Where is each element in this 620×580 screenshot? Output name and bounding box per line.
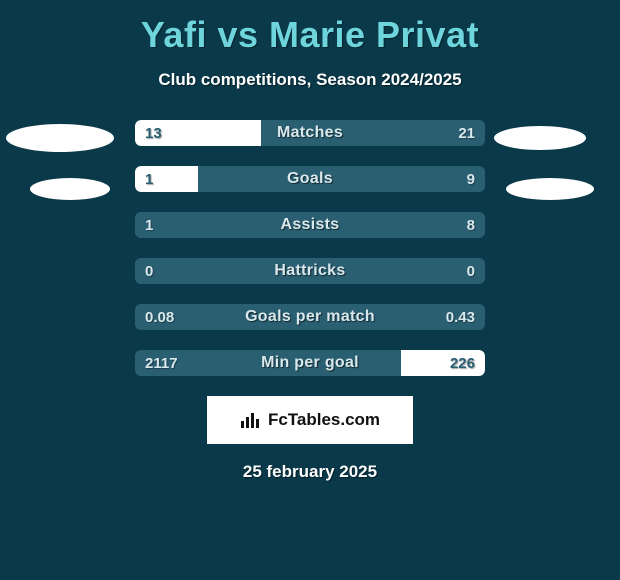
page-title: Yafi vs Marie Privat <box>0 0 620 56</box>
stat-value-left: 1 <box>145 171 153 188</box>
stat-value-right: 9 <box>467 171 475 188</box>
branding-text: FcTables.com <box>268 410 380 430</box>
stat-value-right: 8 <box>467 217 475 234</box>
stat-value-left: 0.08 <box>145 309 174 326</box>
stat-value-right: 21 <box>458 125 475 142</box>
decor-ellipse-left-1 <box>6 124 114 152</box>
stat-label: Assists <box>135 216 485 234</box>
stats-container: Matches1321Goals19Assists18Hattricks00Go… <box>135 120 485 376</box>
stat-row: Assists1 8 <box>135 212 485 238</box>
stat-label: Hattricks <box>135 262 485 280</box>
stat-value-left: 0 <box>145 263 153 280</box>
branding-badge: FcTables.com <box>207 396 413 444</box>
stat-label: Min per goal <box>135 354 485 372</box>
stat-value-left: 1 <box>145 217 153 234</box>
stat-row: Hattricks0 0 <box>135 258 485 284</box>
snapshot-date: 25 february 2025 <box>0 462 620 482</box>
stat-row: Goals per match0.08 0.43 <box>135 304 485 330</box>
stat-label: Matches <box>135 124 485 142</box>
decor-ellipse-right-2 <box>506 178 594 200</box>
decor-ellipse-left-2 <box>30 178 110 200</box>
decor-ellipse-right-1 <box>494 126 586 150</box>
stat-row: Matches13 21 <box>135 120 485 146</box>
stat-value-left: 2117 <box>145 355 178 372</box>
stat-value-left: 13 <box>145 125 162 142</box>
chart-icon <box>240 411 262 429</box>
stat-row: Goals1 9 <box>135 166 485 192</box>
stat-label: Goals <box>135 170 485 188</box>
stat-value-right: 0 <box>467 263 475 280</box>
stat-label: Goals per match <box>135 308 485 326</box>
stat-row: Min per goal2117 226 <box>135 350 485 376</box>
page-subtitle: Club competitions, Season 2024/2025 <box>0 70 620 90</box>
stat-value-right: 0.43 <box>446 309 475 326</box>
stat-value-right: 226 <box>450 355 475 372</box>
